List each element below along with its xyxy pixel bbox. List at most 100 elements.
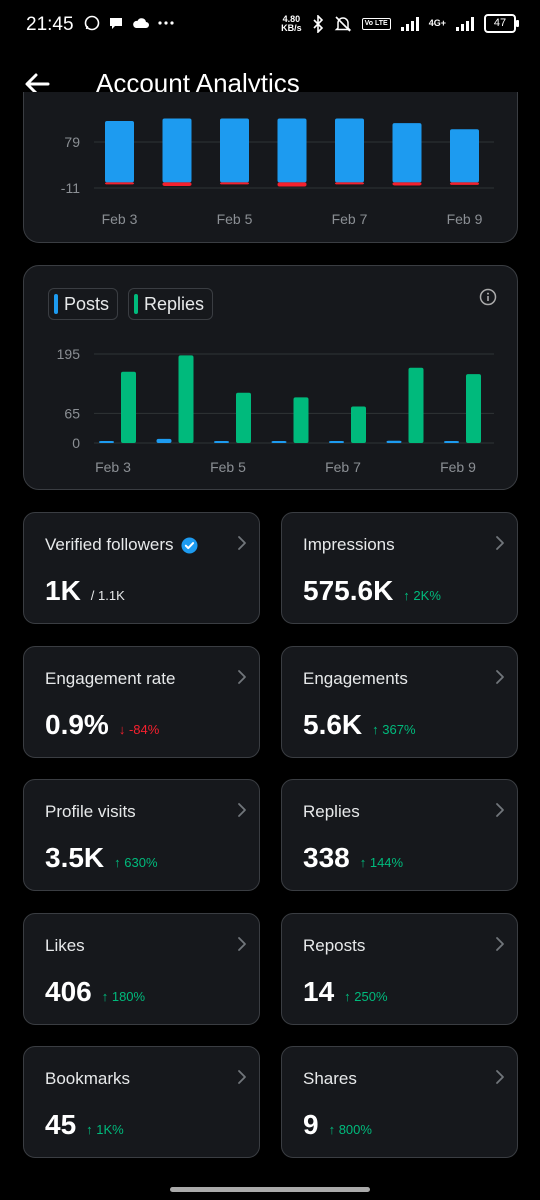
x-tick-label: Feb 5 — [210, 459, 246, 475]
chevron-right-icon[interactable] — [493, 801, 507, 819]
delta-up: ↑ 180% — [102, 989, 145, 1004]
bluetooth-icon — [313, 14, 323, 33]
stat-value-row: 45 ↑ 1K% — [45, 1109, 124, 1141]
chart-bar — [220, 118, 249, 183]
chevron-right-icon[interactable] — [493, 935, 507, 953]
arrow-left-icon[interactable] — [22, 68, 54, 100]
stat-value: 0.9% — [45, 708, 109, 740]
stat-label: Likes — [45, 936, 85, 956]
legend-item-replies[interactable]: Replies — [128, 288, 214, 320]
stat-card-likes[interactable]: Likes 406 ↑ 180% — [23, 912, 260, 1025]
delta-up: ↑ 250% — [344, 989, 387, 1004]
stat-value: 5.6K — [303, 708, 363, 740]
stat-label: Bookmarks — [45, 1069, 130, 1089]
chart-bar — [214, 441, 229, 443]
stat-label: Verified followers — [45, 535, 198, 555]
chevron-right-icon[interactable] — [235, 801, 249, 819]
stat-card-reposts[interactable]: Reposts 14 ↑ 250% — [281, 912, 518, 1025]
stat-card-verified-followers[interactable]: Verified followers 1K / 1.1K — [23, 512, 260, 624]
stat-value-row: 338 ↑ 144% — [303, 842, 403, 874]
cloud-icon — [133, 18, 149, 28]
chart-bar — [99, 441, 114, 443]
stat-label-text: Profile visits — [45, 802, 136, 821]
delta-up: ↑ 367% — [372, 722, 415, 737]
x-tick-label: Feb 5 — [217, 211, 253, 227]
stat-card-engagement-rate[interactable]: Engagement rate 0.9% ↓ -84% — [23, 645, 260, 758]
chevron-right-icon[interactable] — [235, 935, 249, 953]
info-icon[interactable] — [479, 288, 497, 306]
stat-label: Replies — [303, 802, 360, 822]
home-indicator[interactable] — [170, 1187, 370, 1192]
chevron-right-icon[interactable] — [493, 1068, 507, 1086]
stat-label-text: Bookmarks — [45, 1069, 131, 1088]
stat-value-row: 14 ↑ 250% — [303, 976, 388, 1008]
chevron-right-icon[interactable] — [235, 1068, 249, 1086]
stat-card-engagements[interactable]: Engagements 5.6K ↑ 367% — [281, 645, 518, 758]
chart-bar — [277, 118, 307, 183]
volte-badge: Vo LTE — [361, 17, 391, 30]
delta-value: 1K% — [96, 1122, 124, 1137]
chart-bar — [178, 355, 194, 443]
chat-icon — [110, 18, 122, 29]
mute-icon — [334, 15, 351, 32]
chart-bar — [277, 182, 307, 187]
stat-card-replies[interactable]: Replies 338 ↑ 144% — [281, 779, 518, 891]
delta-value: 180% — [111, 988, 146, 1004]
chart-bar — [329, 441, 344, 443]
chart-bar — [162, 182, 192, 186]
legend-item-posts[interactable]: Posts — [48, 288, 119, 320]
x-tick-label: Feb 9 — [447, 211, 483, 227]
x-tick-label: Feb 3 — [102, 211, 138, 227]
delta-value: 630% — [124, 855, 158, 870]
stat-card-shares[interactable]: Shares 9 ↑ 800% — [281, 1046, 518, 1158]
chart-bar — [408, 367, 424, 443]
chart-legend: Posts Replies — [48, 288, 214, 320]
followers-chart: 79 -11 Feb 3 Feb 5 Feb 7 Feb 9 — [61, 118, 494, 227]
stat-value: 338 — [303, 842, 350, 873]
chart-bar — [450, 129, 479, 183]
chevron-right-icon[interactable] — [235, 668, 249, 686]
y-tick-label: -11 — [61, 180, 80, 196]
chevron-right-icon[interactable] — [493, 534, 507, 552]
chevron-right-icon[interactable] — [493, 668, 507, 686]
stat-value: 1K — [45, 575, 81, 606]
chart-bar — [271, 441, 287, 443]
arrow-up-icon: ↑ — [328, 1122, 339, 1137]
stat-label-text: Impressions — [303, 535, 395, 554]
chart-card-followers: 79 -11 Feb 3 Feb 5 Feb 7 Feb 9 — [23, 92, 518, 243]
legend-label-posts: Posts — [64, 293, 110, 314]
chevron-right-icon[interactable] — [235, 534, 249, 552]
stat-value-row: 406 ↑ 180% — [45, 976, 145, 1008]
posts-replies-chart: 195 65 0 Feb 3 Feb 5 Feb 7 Feb 9 — [57, 346, 494, 475]
arrow-up-icon: ↑ — [86, 1122, 97, 1137]
arrow-down-icon: ↓ — [118, 721, 129, 737]
arrow-up-icon: ↑ — [403, 588, 414, 603]
arrow-up-icon: ↑ — [372, 721, 383, 737]
chart-bar — [293, 397, 309, 443]
chart-bar — [105, 182, 134, 185]
stat-label: Impressions — [303, 535, 395, 555]
network-speed-unit: KB/s — [281, 22, 302, 33]
delta-down: ↓ -84% — [119, 722, 159, 737]
delta-value: -84% — [128, 721, 160, 737]
status-bar: 21:45 4.80 KB/s Vo LTE 4G+ 47 — [0, 0, 540, 56]
network-type: 4G+ — [428, 18, 446, 28]
stat-value: 9 — [303, 1109, 319, 1140]
system-icons: 4.80 KB/s Vo LTE 4G+ 47 — [281, 14, 519, 33]
chart-bar — [162, 118, 192, 183]
arrow-up-icon: ↑ — [359, 855, 370, 870]
stat-value-row: 0.9% ↓ -84% — [45, 709, 159, 741]
chart-bar — [236, 392, 251, 443]
chart-bar — [466, 374, 481, 443]
arrow-up-icon: ↑ — [101, 988, 112, 1004]
legend-label-replies: Replies — [144, 293, 205, 314]
legend-swatch-posts — [54, 294, 58, 314]
stat-card-bookmarks[interactable]: Bookmarks 45 ↑ 1K% — [23, 1046, 260, 1158]
stat-card-impressions[interactable]: Impressions 575.6K ↑ 2K% — [281, 512, 518, 624]
stat-sub-value: / 1.1K — [90, 588, 125, 603]
stat-label-text: Verified followers — [45, 535, 174, 554]
x-tick-label: Feb 7 — [332, 211, 368, 227]
y-tick-label: 0 — [72, 435, 80, 451]
chart-bar — [220, 182, 249, 185]
stat-card-profile-visits[interactable]: Profile visits 3.5K ↑ 630% — [23, 779, 260, 891]
